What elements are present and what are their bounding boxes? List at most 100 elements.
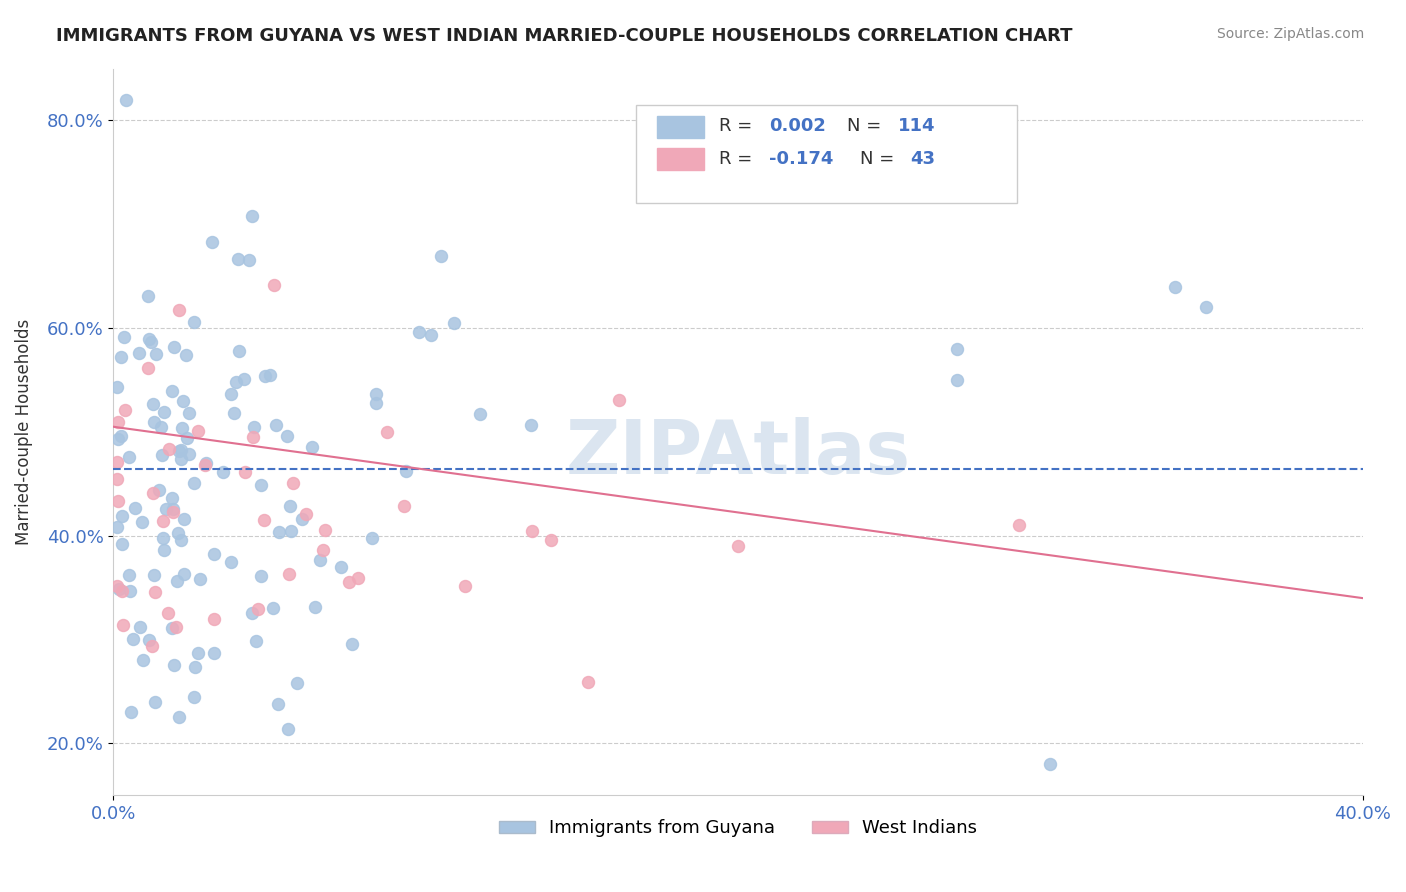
Point [139, 334, 162, 349]
Point [167, 443, 190, 458]
Point [252, 513, 274, 527]
Point [107, 415, 129, 429]
Point [277, 567, 299, 582]
Point [308, 553, 330, 567]
Point [443, 316, 465, 330]
Point [138, 633, 160, 648]
Point [576, 675, 599, 690]
Point [240, 607, 263, 621]
Point [195, 456, 218, 470]
Point [174, 348, 197, 362]
Point [266, 418, 288, 433]
Point [314, 523, 336, 537]
Text: 0.002: 0.002 [769, 117, 827, 135]
Point [219, 387, 242, 401]
Text: R =: R = [720, 150, 758, 168]
Point [179, 447, 201, 461]
Point [110, 350, 132, 364]
Point [187, 425, 209, 439]
Point [212, 465, 235, 479]
Point [162, 505, 184, 519]
Point [183, 314, 205, 328]
Y-axis label: Married-couple Households: Married-couple Households [15, 318, 32, 545]
Point [118, 567, 141, 582]
Point [160, 622, 183, 636]
Point [366, 396, 388, 410]
Point [238, 252, 260, 267]
Point [232, 372, 254, 386]
Point [169, 533, 191, 547]
Point [1195, 301, 1218, 315]
Point [131, 515, 153, 529]
Point [224, 406, 246, 420]
Point [347, 571, 370, 585]
Point [118, 583, 141, 598]
Point [143, 584, 166, 599]
Point [187, 646, 209, 660]
Point [246, 602, 269, 616]
Point [143, 695, 166, 709]
Point [165, 620, 187, 634]
Point [945, 342, 967, 356]
Text: 114: 114 [898, 117, 935, 135]
Point [136, 360, 159, 375]
Point [170, 442, 193, 457]
Point [141, 639, 163, 653]
Point [519, 417, 541, 432]
Point [240, 210, 263, 224]
Point [122, 632, 145, 646]
Point [183, 660, 205, 674]
Point [301, 441, 323, 455]
Point [153, 543, 176, 558]
Point [945, 798, 967, 813]
Point [226, 252, 249, 267]
Point [291, 511, 314, 525]
Point [160, 491, 183, 505]
Point [108, 582, 131, 597]
FancyBboxPatch shape [657, 148, 704, 170]
Point [540, 533, 562, 548]
Point [235, 465, 257, 479]
Point [163, 340, 186, 354]
Point [340, 637, 363, 651]
Point [295, 508, 318, 522]
Point [263, 278, 285, 293]
Point [141, 396, 163, 410]
Point [225, 376, 247, 390]
Point [190, 572, 212, 586]
Point [138, 332, 160, 346]
Point [520, 524, 543, 538]
Point [263, 600, 285, 615]
Point [110, 429, 132, 443]
FancyBboxPatch shape [657, 116, 704, 137]
Text: R =: R = [720, 117, 758, 135]
Point [245, 634, 267, 648]
Point [128, 346, 150, 360]
Point [1039, 757, 1062, 772]
Point [202, 547, 225, 561]
Point [156, 606, 179, 620]
Point [124, 500, 146, 515]
Point [172, 393, 194, 408]
Point [194, 458, 217, 472]
Point [157, 442, 180, 456]
Point [115, 93, 138, 107]
Point [202, 646, 225, 660]
Text: N =: N = [846, 117, 887, 135]
Point [105, 455, 128, 469]
Point [395, 464, 418, 478]
Point [142, 568, 165, 582]
Point [276, 429, 298, 443]
Point [132, 653, 155, 667]
Point [254, 369, 277, 384]
Text: N =: N = [860, 150, 900, 168]
Point [278, 499, 301, 513]
Point [453, 579, 475, 593]
Point [727, 539, 749, 553]
Point [167, 303, 190, 318]
Point [111, 509, 134, 524]
Point [105, 379, 128, 393]
Point [142, 415, 165, 429]
Point [361, 531, 384, 545]
Point [111, 583, 134, 598]
